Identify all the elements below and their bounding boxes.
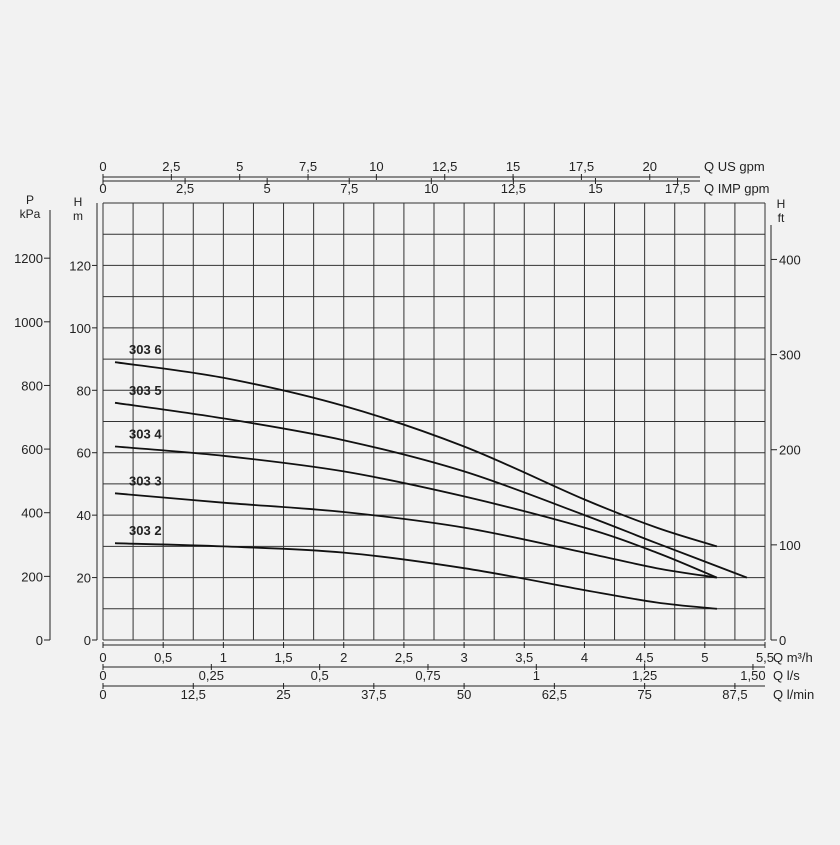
left-p-tick-label: 800: [21, 378, 43, 393]
top_us-tick-label: 0: [99, 159, 106, 174]
curve-label-303-2: 303 2: [129, 523, 162, 538]
right-h-unit-label: H: [777, 197, 786, 211]
left-p-tick-label: 1200: [14, 251, 43, 266]
bottom_lmin-tick-label: 12,5: [181, 687, 206, 702]
top_imp-tick-label: 17,5: [665, 181, 690, 196]
top_us-tick-label: 5: [236, 159, 243, 174]
curve-line-303-5: [114, 401, 748, 579]
curve-line-303-6: [114, 361, 718, 548]
top_imp-tick-label: 12,5: [501, 181, 526, 196]
bottom_m3h-tick-label: 4,5: [636, 650, 654, 665]
bottom_lmin-tick-label: 50: [457, 687, 471, 702]
top_imp-tick-label: 15: [588, 181, 602, 196]
bottom_lmin-tick-label: 37,5: [361, 687, 386, 702]
bottom_m3h-tick-label: 2: [340, 650, 347, 665]
left-p-unit-label: kPa: [20, 207, 41, 221]
curve-label-303-5: 303 5: [129, 383, 162, 398]
chart-grid: [102, 202, 766, 641]
left-p-unit-label: P: [26, 193, 34, 207]
top_imp-tick-label: 5: [264, 181, 271, 196]
curve-line-303-2: [114, 542, 717, 610]
left-p-tick-label: 600: [21, 442, 43, 457]
right-h-tick-label: 0: [779, 633, 786, 648]
bottom_ls-tick-label: 1: [533, 668, 540, 683]
bottom_lmin-tick-label: 87,5: [722, 687, 747, 702]
left-h-tick-label: 100: [69, 321, 91, 336]
bottom_ls-tick-label: 1,50: [740, 668, 765, 683]
top_us-tick-label: 17,5: [569, 159, 594, 174]
left-h-tick-label: 0: [84, 633, 91, 648]
bottom_m3h-tick-label: 0: [99, 650, 106, 665]
left-h-tick-label: 20: [77, 571, 91, 586]
bottom_m3h-tick-label: 5,5: [756, 650, 774, 665]
bottom_m3h-tick-label: 3,5: [515, 650, 533, 665]
top_us-tick-label: 15: [506, 159, 520, 174]
curve-line-303-3: [114, 492, 718, 579]
bottom_lmin-tick-label: 25: [276, 687, 290, 702]
bottom_ls-tick-label: 0: [99, 668, 106, 683]
bottom_lmin-tick-label: 0: [99, 687, 106, 702]
top_us-tick-label: 2,5: [162, 159, 180, 174]
curve-label-303-4: 303 4: [129, 426, 162, 441]
bottom_m3h-tick-label: 0,5: [154, 650, 172, 665]
bottom_lmin-tick-label: 62,5: [542, 687, 567, 702]
top_imp-tick-label: 2,5: [176, 181, 194, 196]
bottom_lmin-unit-label: Q l/min: [773, 687, 814, 702]
top_imp-unit-label: Q IMP gpm: [704, 181, 770, 196]
left-p-tick-label: 0: [36, 633, 43, 648]
bottom_ls-tick-label: 0,75: [415, 668, 440, 683]
right-h-tick-label: 400: [779, 252, 801, 267]
bottom_lmin-tick-label: 75: [637, 687, 651, 702]
top_us-tick-label: 20: [643, 159, 657, 174]
bottom_ls-unit-label: Q l/s: [773, 668, 800, 683]
left-h-tick-label: 40: [77, 508, 91, 523]
top_imp-tick-label: 10: [424, 181, 438, 196]
bottom_ls-tick-label: 1,25: [632, 668, 657, 683]
left-p-tick-label: 200: [21, 569, 43, 584]
bottom_m3h-tick-label: 1,5: [275, 650, 293, 665]
chart-curves: 303 6 303 5 303 4 303 3 303 2: [114, 342, 748, 610]
bottom_ls-tick-label: 0,5: [311, 668, 329, 683]
bottom_m3h-tick-label: 1: [220, 650, 227, 665]
left-p-tick-label: 1000: [14, 315, 43, 330]
curve-label-303-6: 303 6: [129, 342, 162, 357]
right-h-unit-label: ft: [778, 211, 785, 225]
right-h-tick-label: 200: [779, 443, 801, 458]
left-h-unit-label: H: [74, 195, 83, 209]
right-h-tick-label: 100: [779, 538, 801, 553]
bottom_m3h-tick-label: 3: [460, 650, 467, 665]
bottom_ls-tick-label: 0,25: [199, 668, 224, 683]
left-p-tick-label: 400: [21, 506, 43, 521]
right-h-tick-label: 300: [779, 348, 801, 363]
left-h-tick-label: 120: [69, 258, 91, 273]
bottom_m3h-tick-label: 2,5: [395, 650, 413, 665]
curve-line-303-4: [114, 445, 718, 579]
bottom_m3h-unit-label: Q m³/h: [773, 650, 813, 665]
top_imp-tick-label: 7,5: [340, 181, 358, 196]
left-h-tick-label: 60: [77, 446, 91, 461]
top_us-tick-label: 10: [369, 159, 383, 174]
top_us-tick-label: 7,5: [299, 159, 317, 174]
top_imp-tick-label: 0: [99, 181, 106, 196]
bottom_m3h-tick-label: 4: [581, 650, 588, 665]
top_us-unit-label: Q US gpm: [704, 159, 765, 174]
left-h-tick-label: 80: [77, 383, 91, 398]
top_us-tick-label: 12,5: [432, 159, 457, 174]
bottom_m3h-tick-label: 5: [701, 650, 708, 665]
left-h-unit-label: m: [73, 209, 83, 223]
curve-label-303-3: 303 3: [129, 473, 162, 488]
